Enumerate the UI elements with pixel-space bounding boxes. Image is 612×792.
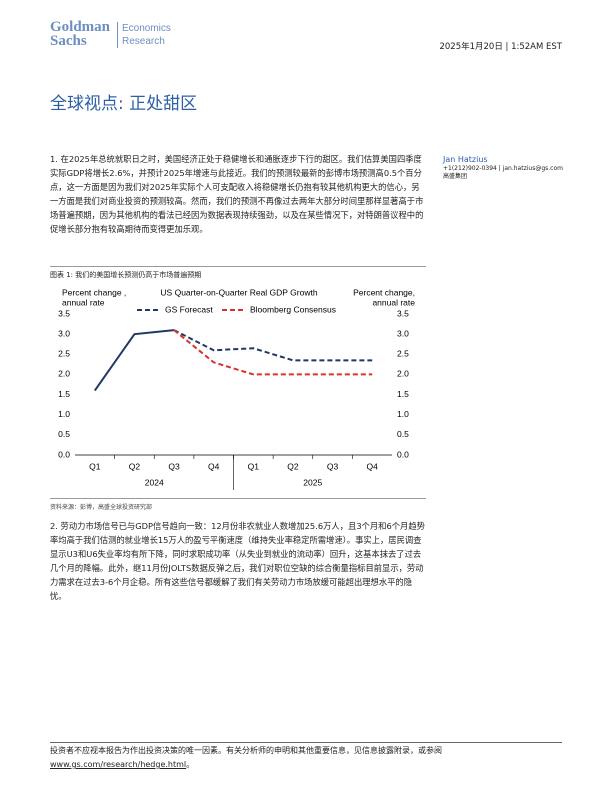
chart: 0.0 0.5 1.0 1.5 2.0 2.5 3.0 3.5 0.0 0.5 1.0 1.5 2.0 2… bbox=[58, 287, 415, 490]
y2-tick-label: 0.0 bbox=[397, 449, 409, 459]
logo-line: Sachs bbox=[50, 33, 87, 49]
y-tick-label: 1.0 bbox=[58, 409, 70, 419]
paragraph: 1. 在2025年总统就职日之时，美国经济正处于稳健增长和通胀逐步下行的甜区。我… bbox=[50, 154, 424, 234]
y-tick-label: 3.5 bbox=[58, 308, 70, 318]
y2-tick-label: 2.5 bbox=[397, 349, 409, 359]
data-line bbox=[173, 329, 373, 362]
y-tick-label: 0.0 bbox=[58, 449, 70, 459]
author: Jan Hatzius +1(212)902-0394 | jan.hatzius… bbox=[443, 155, 563, 181]
y-tick-label: 1.5 bbox=[58, 389, 70, 399]
x-tick-label: Q2 bbox=[287, 461, 299, 471]
y2-axis-label: annual rate bbox=[372, 297, 415, 307]
division-line: Research bbox=[122, 36, 165, 47]
x-tick-label: Q4 bbox=[208, 461, 220, 471]
y2-axis-label: Percent change, bbox=[353, 287, 415, 297]
x-tick-label: Q1 bbox=[248, 461, 260, 471]
y-tick-label: 2.5 bbox=[58, 349, 70, 359]
data-line bbox=[173, 329, 373, 376]
footer-text: 投资者不应视本报告为作出投资决策的唯一因素。有关分析师的申明和其他重要信息，见信… bbox=[50, 746, 442, 755]
y-tick-label: 0.5 bbox=[58, 429, 70, 439]
legend-label: GS Forecast bbox=[165, 304, 213, 314]
footer-link[interactable]: www.gs.com/research/hedge.html bbox=[50, 760, 187, 769]
footer-text: 。 bbox=[186, 760, 195, 769]
y-axis-label: annual rate bbox=[62, 297, 105, 307]
y2-tick-label: 3.0 bbox=[397, 328, 409, 338]
author-firm: 高盛集团 bbox=[443, 173, 468, 180]
figure-source: 资料来源：彭博，高盛全球投资研究部 bbox=[50, 504, 153, 511]
x-tick-label: Q2 bbox=[129, 461, 141, 471]
y2-tick-label: 1.0 bbox=[397, 409, 409, 419]
data-line bbox=[93, 329, 175, 392]
x-tick-label: Q3 bbox=[168, 461, 180, 471]
y2-tick-label: 0.5 bbox=[397, 429, 409, 439]
division-line: Economics bbox=[122, 23, 171, 34]
x-tick-label: Q1 bbox=[89, 461, 101, 471]
division: Economics Research bbox=[122, 22, 171, 48]
y2-tick-label: 2.0 bbox=[397, 369, 409, 379]
author-contact: +1(212)902-0394 | jan.hatzius@gs.com bbox=[443, 165, 563, 172]
footer: 投资者不应视本报告为作出投资决策的唯一因素。有关分析师的申明和其他重要信息，见信… bbox=[50, 744, 562, 772]
year-label: 2024 bbox=[145, 477, 164, 487]
x-tick-label: Q4 bbox=[367, 461, 379, 471]
chart-title: US Quarter-on-Quarter Real GDP Growth bbox=[160, 287, 317, 297]
year-label: 2025 bbox=[303, 477, 322, 487]
y2-tick-label: 1.5 bbox=[397, 389, 409, 399]
y2-tick-label: 3.5 bbox=[397, 308, 409, 318]
legend-label: Bloomberg Consensus bbox=[250, 304, 336, 314]
logo-line: Goldman bbox=[50, 19, 111, 35]
x-tick-label: Q3 bbox=[327, 461, 339, 471]
paragraph: 2. 劳动力市场信号已与GDP信号趋向一致：12月份非农就业人数增加25.6万人… bbox=[50, 521, 425, 601]
y-tick-label: 2.0 bbox=[58, 369, 70, 379]
logo: Goldman Sachs bbox=[50, 19, 111, 49]
title: 全球视点: 正处甜区 bbox=[50, 94, 198, 114]
author-name: Jan Hatzius bbox=[443, 155, 488, 164]
figure-caption: 图表 1: 我们的美国增长预测仍高于市场普遍预期 bbox=[50, 271, 202, 279]
y-tick-label: 3.0 bbox=[58, 328, 70, 338]
date: 2025年1月20日 | 1:52AM EST bbox=[439, 42, 562, 52]
y-axis-label: Percent change , bbox=[62, 287, 126, 297]
